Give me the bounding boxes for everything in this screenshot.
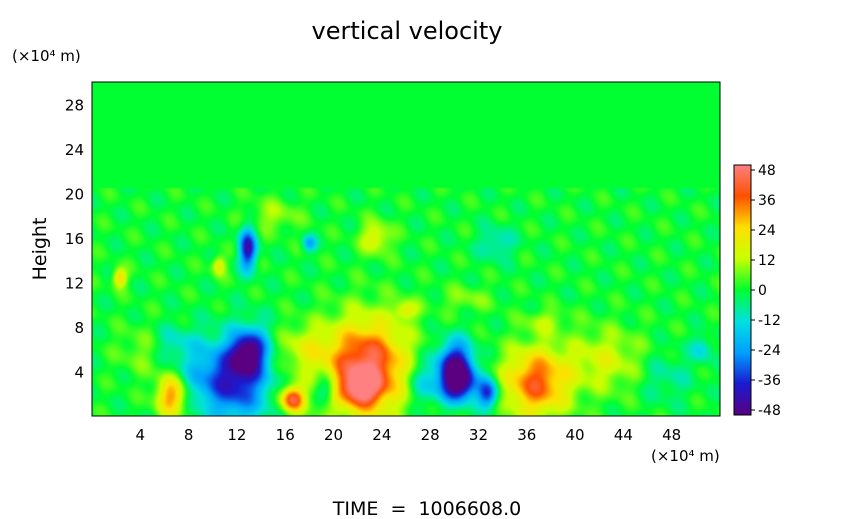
x-tick-label: 48 [662, 426, 681, 444]
colorbar-tick-label: -36 [758, 373, 781, 389]
colorbar [733, 164, 752, 416]
plot-frame [91, 81, 721, 417]
x-unit-label: (×10⁴ m) [651, 447, 720, 465]
x-tick-label: 20 [324, 426, 343, 444]
x-tick-label: 4 [136, 426, 146, 444]
colorbar-tick-label: 0 [758, 283, 767, 299]
y-tick-label: 24 [65, 141, 84, 159]
x-tick-label: 28 [421, 426, 440, 444]
x-tick-label: 40 [566, 426, 585, 444]
x-tick-labels: 4 8 12 16 20 24 28 32 36 40 44 48 [136, 426, 682, 444]
colorbar-tick-label: -48 [758, 403, 781, 419]
colorbar-tick-labels: 48 36 24 12 0 -12 -24 -36 -48 [751, 163, 781, 419]
colorbar-tick-label: 12 [758, 253, 776, 269]
y-tick-labels: 4 8 12 16 20 24 28 [65, 96, 84, 381]
x-tick-label: 8 [184, 426, 194, 444]
x-tick-label: 16 [276, 426, 295, 444]
x-tick-label: 24 [372, 426, 391, 444]
time-label: TIME = 1006608.0 [332, 498, 521, 519]
y-tick-label: 8 [74, 319, 84, 337]
y-tick-label: 4 [74, 363, 84, 381]
y-unit-label: (×10⁴ m) [12, 47, 81, 65]
y-tick-label: 12 [65, 274, 84, 292]
x-tick-label: 36 [517, 426, 536, 444]
y-tick-label: 28 [65, 96, 84, 114]
y-tick-label: 16 [65, 230, 84, 248]
colorbar-tick-label: -24 [758, 343, 781, 359]
x-tick-label: 32 [469, 426, 488, 444]
colorbar-tick-label: 48 [758, 163, 776, 179]
x-tick-label: 44 [614, 426, 633, 444]
chart-title: vertical velocity [312, 17, 503, 45]
y-tick-label: 20 [65, 185, 84, 203]
x-tick-label: 12 [227, 426, 246, 444]
velocity-heatmap [92, 82, 720, 416]
colorbar-tick-label: 24 [758, 223, 776, 239]
colorbar-tick-label: 36 [758, 193, 776, 209]
colorbar-tick-label: -12 [758, 313, 781, 329]
y-axis-label: Height [29, 218, 51, 281]
